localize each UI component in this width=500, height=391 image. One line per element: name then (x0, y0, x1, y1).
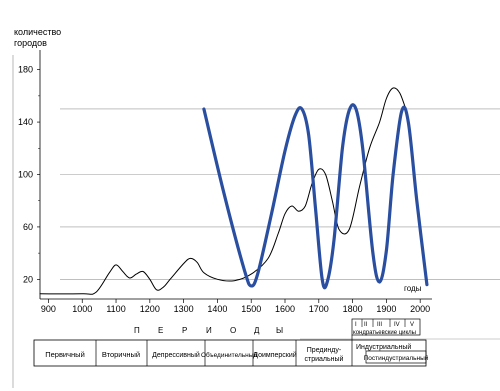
cycles-label: кондратьевские циклы (353, 330, 416, 336)
period-preindustrial-line-2: стриальный (305, 355, 344, 363)
series-line-blue-wave (202, 103, 429, 290)
cycle-numeral-3: III (377, 322, 382, 328)
x-tick-label: 1100 (106, 304, 125, 314)
cycle-numeral-5: V (410, 322, 414, 328)
y-tick-label: 60 (23, 222, 33, 232)
x-tick-label: 1700 (309, 304, 329, 314)
x-tick-label: 1300 (174, 304, 194, 314)
y-axis-title-line-1: количество (14, 27, 61, 37)
periods-letter-1: П (134, 326, 140, 335)
cycle-numeral-4: IV (394, 322, 400, 328)
y-tick-label: 180 (18, 65, 33, 75)
periods-letter-3: Р (182, 326, 187, 335)
x-tick-label: 1800 (343, 304, 363, 314)
period-unifying: Объединительный (201, 351, 257, 359)
periods-letter-2: Е (158, 326, 163, 335)
period-primary: Первичный (45, 350, 85, 359)
x-tick-label: 900 (41, 304, 56, 314)
x-tick-label: 2000 (410, 304, 430, 314)
period-postindustrial: Постиндустриальный (364, 354, 429, 362)
x-tick-label: 1200 (140, 304, 160, 314)
period-secondary: Вторичный (102, 350, 140, 359)
x-tick-label: 1000 (72, 304, 92, 314)
y-tick-label: 140 (18, 117, 33, 127)
y-tick-label: 100 (18, 170, 33, 180)
periods-letter-5: О (230, 326, 236, 335)
periods-letter-7: Ы (276, 326, 283, 335)
x-axis-title: годы (404, 284, 422, 293)
period-depressive: Депрессивный (152, 351, 200, 359)
periods-letter-4: И (206, 326, 212, 335)
x-tick-label: 1900 (376, 304, 396, 314)
y-ticks: 20 60 100 140 180 (18, 65, 40, 284)
period-preindustrial-line-1: Прединду- (307, 347, 342, 354)
periods-letter-6: Д (254, 326, 260, 335)
period-preimperial: Доимперский (253, 351, 296, 359)
x-tick-label: 1500 (241, 304, 261, 314)
cycle-numeral-2: II (364, 322, 368, 328)
y-tick-label: 20 (23, 274, 33, 284)
period-industrial: Индустриальный (356, 343, 411, 351)
periods-title: П Е Р И О Д Ы (134, 326, 283, 335)
x-tick-label: 1400 (207, 304, 227, 314)
postindustrial-box (365, 350, 427, 364)
x-ticks: 900 1000 1100 1200 1300 1400 1500 1600 1700 1800 1… (41, 299, 430, 314)
series-layer (39, 87, 429, 295)
periods-table: Первичный Вторичный Депрессивный Объедин… (33, 335, 429, 367)
y-axis-title-line-2: городов (14, 38, 47, 48)
kondratiev-cycles-box: I II III IV V кондратьевские циклы (351, 318, 421, 336)
series-line-black-curve (39, 87, 408, 295)
x-tick-label: 1600 (275, 304, 295, 314)
cycle-numeral-1: I (355, 322, 357, 328)
